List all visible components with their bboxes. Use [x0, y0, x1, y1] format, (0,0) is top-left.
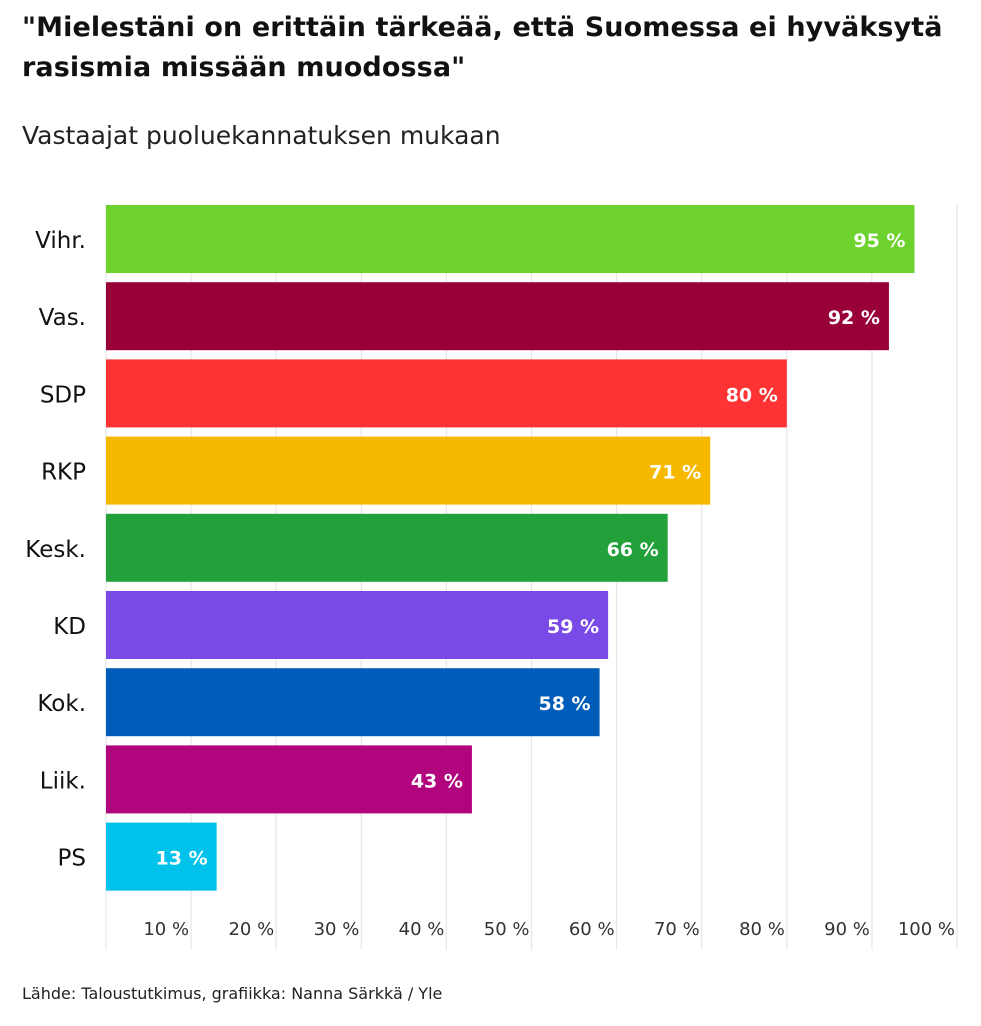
category-label: Vihr.: [35, 228, 86, 254]
category-label: Liik.: [40, 768, 86, 794]
tick-label: 90 %: [824, 919, 870, 940]
category-label: RKP: [41, 460, 86, 486]
data-label: 95 %: [853, 230, 905, 252]
category-label: Kok.: [37, 691, 86, 717]
category-label: PS: [58, 846, 86, 872]
chart-title: "Mielestäni on erittäin tärkeää, että Su…: [22, 12, 943, 83]
bar-liik[interactable]: [106, 745, 472, 814]
tick-label: 20 %: [228, 919, 274, 940]
tick-label: 70 %: [654, 919, 700, 940]
bar-kok[interactable]: [106, 668, 600, 737]
tick-label: 80 %: [739, 919, 785, 940]
bar-ps[interactable]: [106, 822, 217, 891]
data-label: 58 %: [538, 693, 590, 715]
tick-label: 10 %: [143, 919, 189, 940]
category-label: KD: [53, 614, 86, 640]
tick-label: 50 %: [484, 919, 530, 940]
bar-vihr[interactable]: [106, 205, 915, 273]
bar-kesk[interactable]: [106, 513, 668, 582]
chart-subtitle: Vastaajat puoluekannatuksen mukaan: [22, 121, 501, 150]
tick-label: 100 %: [898, 919, 955, 940]
data-label: 59 %: [547, 616, 599, 638]
tick-label: 60 %: [569, 919, 615, 940]
data-label: 92 %: [828, 307, 880, 329]
bar-rkp[interactable]: [106, 436, 711, 505]
bar-vas[interactable]: [106, 282, 889, 351]
category-label: Vas.: [39, 305, 86, 331]
tick-label: 40 %: [399, 919, 445, 940]
bar-sdp[interactable]: [106, 359, 787, 428]
data-label: 80 %: [726, 384, 778, 406]
bar-kd[interactable]: [106, 591, 609, 659]
chart-area: Vihr. 95 % Vas. 92 % SDP 80 % RKP 71 % Kesk. 66 %…: [0, 195, 981, 964]
data-label: 43 %: [411, 770, 463, 792]
tick-label: 30 %: [314, 919, 360, 940]
data-label: 71 %: [649, 462, 701, 484]
category-label: SDP: [40, 382, 86, 408]
data-label: 66 %: [607, 539, 659, 561]
bar-chart: Vihr. 95 % Vas. 92 % SDP 80 % RKP 71 % Kesk. 66 %…: [25, 205, 958, 950]
source-note: Lähde: Taloustutkimus, grafiikka: Nanna …: [22, 984, 443, 1003]
category-label: Kesk.: [25, 537, 86, 563]
data-label: 13 %: [156, 848, 208, 870]
